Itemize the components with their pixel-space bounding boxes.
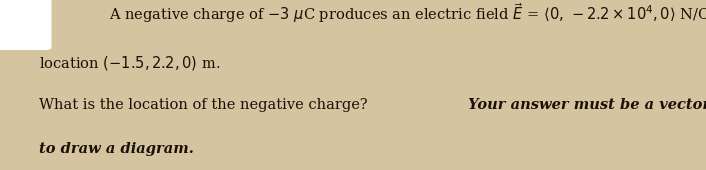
Text: What is the location of the negative charge?: What is the location of the negative cha… (39, 98, 367, 112)
FancyBboxPatch shape (0, 0, 51, 49)
Text: Your answer must be a vector. It might be helpful: Your answer must be a vector. It might b… (463, 98, 706, 112)
Text: A negative charge of $-3\ \mu$C produces an electric field $\vec{E}$ = $\langle : A negative charge of $-3\ \mu$C produces… (109, 2, 706, 25)
Text: location $(-1.5, 2.2, 0)$ m.: location $(-1.5, 2.2, 0)$ m. (39, 55, 220, 72)
Text: to draw a diagram.: to draw a diagram. (39, 142, 193, 156)
Bar (0, 0, 35, 48)
